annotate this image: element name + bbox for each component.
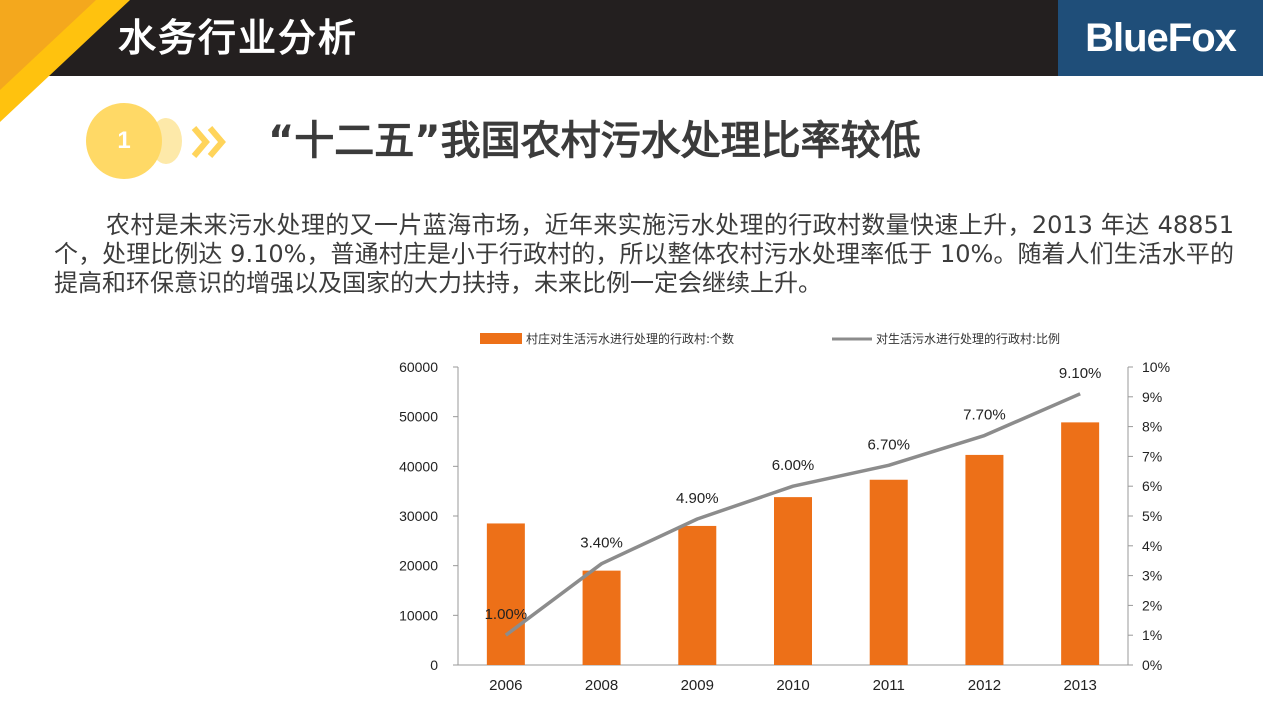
x-tick-label: 2011	[873, 677, 905, 694]
line-data-label: 3.40%	[580, 535, 623, 552]
legend-bar-swatch	[480, 333, 522, 344]
y-left-tick-label: 10000	[399, 607, 438, 623]
y-left-tick-label: 60000	[399, 359, 438, 375]
double-chevron-icon	[191, 126, 226, 158]
y-right-tick-label: 1%	[1142, 627, 1162, 643]
y-right-tick-label: 3%	[1142, 568, 1162, 584]
x-tick-label: 2008	[585, 677, 618, 694]
y-right-tick-label: 10%	[1142, 359, 1170, 375]
y-right-tick-label: 9%	[1142, 389, 1162, 405]
bar	[1061, 422, 1100, 665]
logo-text: BlueFox	[1085, 15, 1237, 60]
legend-bar-label: 村庄对生活污水进行处理的行政村:个数	[526, 331, 734, 346]
bar	[869, 479, 908, 665]
legend-line-label: 对生活污水进行处理的行政村:比例	[876, 331, 1060, 346]
line-data-label: 6.00%	[772, 457, 815, 474]
y-right-tick-label: 0%	[1142, 657, 1162, 673]
bar	[774, 497, 812, 665]
bar	[678, 525, 717, 665]
y-left-tick-label: 20000	[399, 558, 438, 574]
y-left-tick-label: 40000	[399, 458, 438, 474]
y-right-tick-label: 7%	[1142, 448, 1162, 464]
header-bar	[0, 0, 1263, 76]
x-tick-label: 2010	[776, 677, 809, 694]
section-number-badge: 1	[86, 103, 162, 179]
x-tick-label: 2012	[968, 677, 1001, 694]
line-data-label: 7.70%	[963, 407, 1006, 424]
y-right-tick-label: 2%	[1142, 597, 1162, 613]
bar	[965, 454, 1004, 665]
section-number: 1	[117, 127, 131, 154]
body-paragraph: 农村是未来污水处理的又一片蓝海市场，近年来实施污水处理的行政村数量快速上升，20…	[54, 211, 1234, 297]
y-right-tick-label: 6%	[1142, 478, 1162, 494]
combo-chart: 村庄对生活污水进行处理的行政村:个数 对生活污水进行处理的行政村:比例 0 10000…	[399, 331, 1170, 694]
y-right-tick-label: 5%	[1142, 508, 1162, 524]
y-right-tick-label: 4%	[1142, 538, 1162, 554]
section-title: “十二五”我国农村污水处理比率较低	[268, 118, 921, 164]
y-left-tick-label: 30000	[399, 508, 438, 524]
bar	[486, 523, 525, 665]
brand-logo: BlueFox	[1058, 0, 1263, 76]
line-data-label: 4.90%	[676, 490, 719, 507]
header-title: 水务行业分析	[118, 16, 359, 60]
bar	[582, 570, 621, 665]
x-tick-label: 2013	[1063, 677, 1096, 694]
x-tick-label: 2009	[681, 677, 714, 694]
line-data-label: 1.00%	[485, 606, 528, 623]
x-tick-label: 2006	[489, 677, 522, 694]
line-data-label: 6.70%	[867, 436, 910, 453]
y-left-tick-label: 50000	[399, 409, 438, 425]
y-right-tick-label: 8%	[1142, 419, 1162, 435]
y-left-tick-label: 0	[430, 657, 438, 673]
corner-accent	[0, 0, 130, 122]
line-data-label: 9.10%	[1059, 365, 1102, 382]
